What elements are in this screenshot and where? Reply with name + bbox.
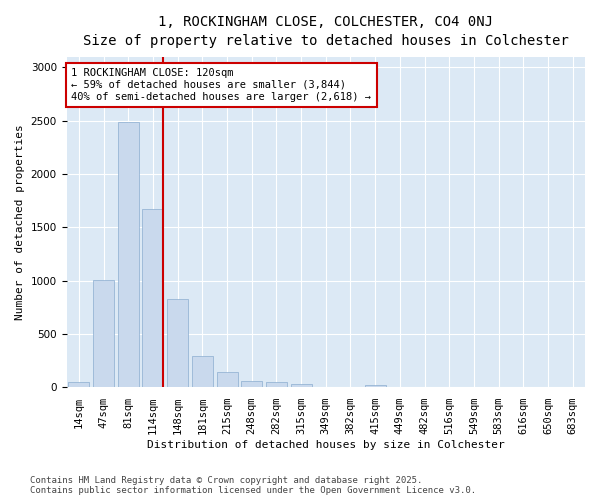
Bar xyxy=(315,386,336,387)
Bar xyxy=(290,384,311,387)
Bar xyxy=(167,298,188,387)
Bar xyxy=(365,385,386,387)
Bar xyxy=(241,382,262,387)
Title: 1, ROCKINGHAM CLOSE, COLCHESTER, CO4 0NJ
Size of property relative to detached h: 1, ROCKINGHAM CLOSE, COLCHESTER, CO4 0NJ… xyxy=(83,15,569,48)
Bar xyxy=(142,209,163,387)
Y-axis label: Number of detached properties: Number of detached properties xyxy=(15,124,25,320)
Bar xyxy=(266,382,287,387)
X-axis label: Distribution of detached houses by size in Colchester: Distribution of detached houses by size … xyxy=(147,440,505,450)
Bar xyxy=(192,356,213,387)
Bar xyxy=(217,372,238,387)
Text: Contains HM Land Registry data © Crown copyright and database right 2025.
Contai: Contains HM Land Registry data © Crown c… xyxy=(30,476,476,495)
Bar xyxy=(68,382,89,387)
Bar xyxy=(93,280,114,387)
Bar xyxy=(118,122,139,387)
Text: 1 ROCKINGHAM CLOSE: 120sqm
← 59% of detached houses are smaller (3,844)
40% of s: 1 ROCKINGHAM CLOSE: 120sqm ← 59% of deta… xyxy=(71,68,371,102)
